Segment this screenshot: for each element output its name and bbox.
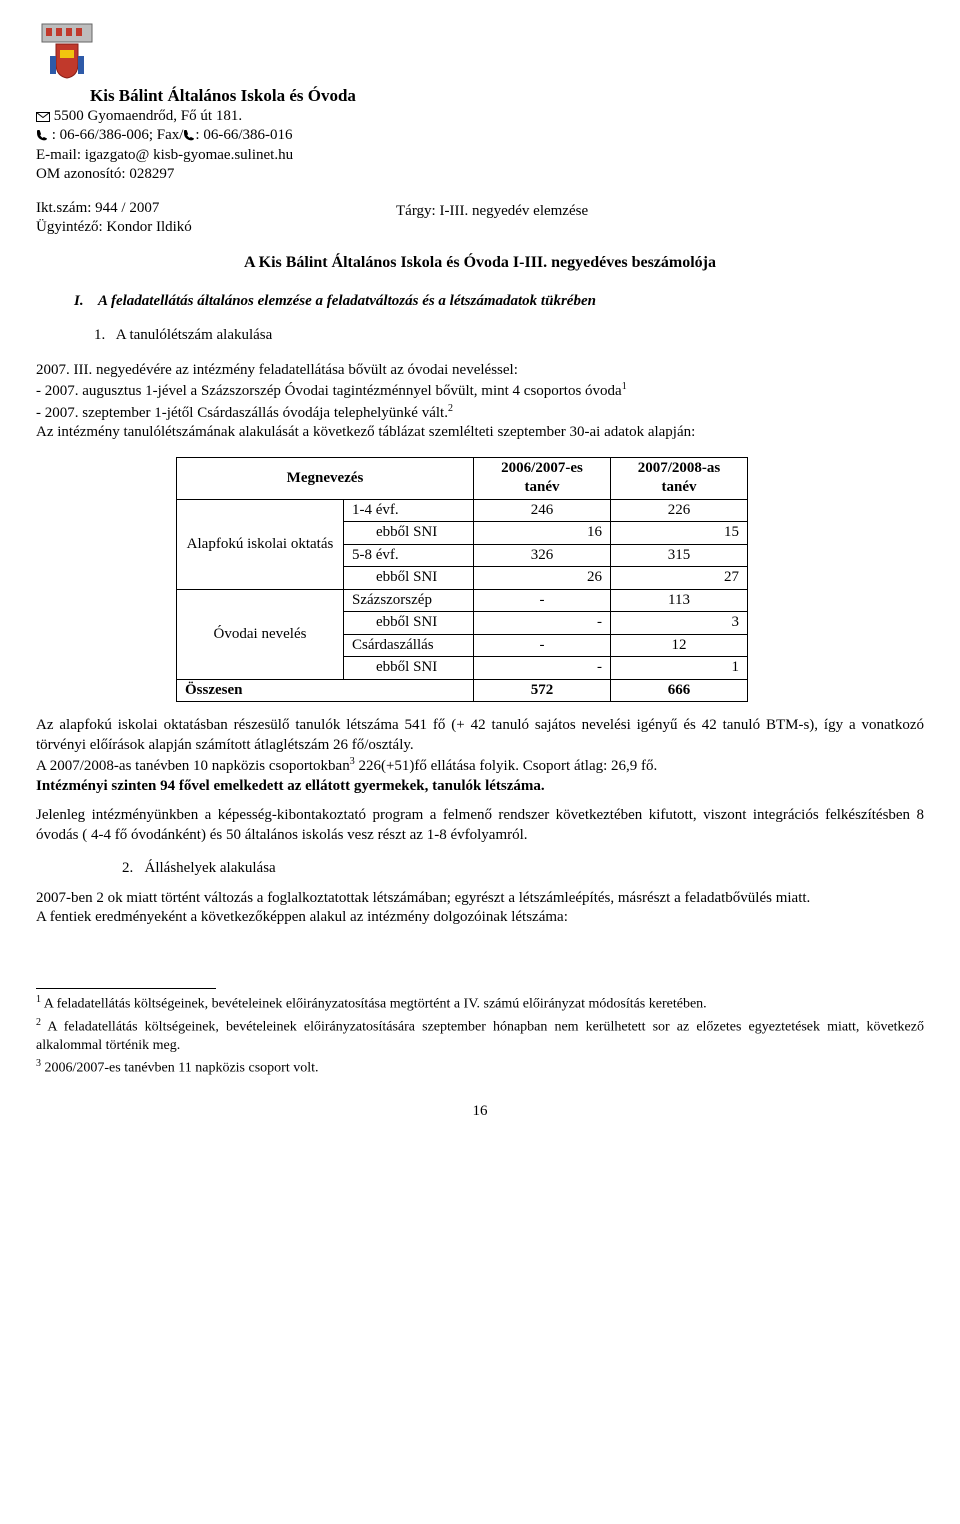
om-line: OM azonosító: 028297 bbox=[36, 165, 924, 185]
row-label: ebből SNI bbox=[344, 657, 474, 680]
subject-line: Tárgy: I-III. negyedév elemzése bbox=[396, 202, 924, 222]
cell: - bbox=[474, 634, 611, 657]
footnote-ref-1: 1 bbox=[622, 381, 627, 392]
table-total-row: Összesen 572 666 bbox=[177, 679, 748, 702]
section-I-text: A feladatellátás általános elemzése a fe… bbox=[98, 293, 596, 309]
footnote-1-text: A feladatellátás költségeinek, bevételei… bbox=[41, 997, 707, 1012]
row-label: ebből SNI bbox=[344, 567, 474, 590]
cell: 27 bbox=[611, 567, 748, 590]
section-1: 1. A tanulólétszám alakulása bbox=[94, 326, 924, 346]
footnotes-block: 1 A feladatellátás költségeinek, bevétel… bbox=[36, 993, 924, 1078]
table-header-row: Megnevezés 2006/2007-es tanév 2007/2008-… bbox=[177, 457, 748, 499]
school-logo bbox=[36, 20, 98, 82]
para1a: 2007. III. negyedévére az intézmény fela… bbox=[36, 362, 518, 378]
phone-icon bbox=[36, 129, 48, 141]
phone-line: : 06-66/386-006; Fax/ : 06-66/386-016 bbox=[36, 126, 924, 146]
page-number: 16 bbox=[36, 1102, 924, 1122]
row-label: 1-4 évf. bbox=[344, 499, 474, 522]
footnote-3: 3 2006/2007-es tanévben 11 napközis csop… bbox=[36, 1057, 924, 1078]
group-alapfoku: Alapfokú iskolai oktatás bbox=[177, 499, 344, 589]
group-ovodai: Óvodai nevelés bbox=[177, 589, 344, 679]
cell: 326 bbox=[474, 544, 611, 567]
cell: 26 bbox=[474, 567, 611, 590]
col-year2: 2007/2008-as tanév bbox=[611, 457, 748, 499]
section-1-text: A tanulólétszám alakulása bbox=[116, 327, 273, 343]
footnote-separator bbox=[36, 988, 216, 989]
para1c: - 2007. szeptember 1-jétől Csárdaszállás… bbox=[36, 405, 448, 421]
cell: 16 bbox=[474, 522, 611, 545]
table-row: Alapfokú iskolai oktatás 1-4 évf. 246 22… bbox=[177, 499, 748, 522]
para4: 2007-ben 2 ok miatt történt változás a f… bbox=[36, 889, 924, 909]
section-1-label: 1. bbox=[94, 327, 105, 343]
cell: - bbox=[474, 589, 611, 612]
cell: 226 bbox=[611, 499, 748, 522]
contact-block: 5500 Gyomaendrőd, Fő út 181. : 06-66/386… bbox=[36, 107, 924, 185]
section-I: I. A feladatellátás általános elemzése a… bbox=[74, 292, 924, 312]
cell: - bbox=[474, 612, 611, 635]
footnote-3-text: 2006/2007-es tanévben 11 napközis csopor… bbox=[41, 1060, 318, 1075]
footnote-2-text: A feladatellátás költségeinek, bevételei… bbox=[36, 1019, 924, 1052]
cell: 1 bbox=[611, 657, 748, 680]
row-label: 5-8 évf. bbox=[344, 544, 474, 567]
school-name: Kis Bálint Általános Iskola és Óvoda bbox=[90, 85, 924, 107]
col-year1: 2006/2007-es tanév bbox=[474, 457, 611, 499]
cell: 3 bbox=[611, 612, 748, 635]
para3: Jelenleg intézményünkben a képesség-kibo… bbox=[36, 806, 924, 845]
para2b-a: A 2007/2008-as tanévben 10 napközis csop… bbox=[36, 758, 350, 774]
para-enroll: 2007. III. negyedévére az intézmény fela… bbox=[36, 361, 924, 443]
footnote-2: 2 A feladatellátás költségeinek, bevétel… bbox=[36, 1016, 924, 1055]
cell: 113 bbox=[611, 589, 748, 612]
row-label: Százszorszép bbox=[344, 589, 474, 612]
para2a: Az alapfokú iskolai oktatásban részesülő… bbox=[36, 717, 924, 753]
address-text: 5500 Gyomaendrőd, Fő út 181. bbox=[50, 108, 242, 124]
para2b-b: 226(+51)fő ellátása folyik. Csoport átla… bbox=[355, 758, 658, 774]
cell: - bbox=[474, 657, 611, 680]
table-row: Óvodai nevelés Százszorszép - 113 bbox=[177, 589, 748, 612]
section-I-label: I. bbox=[74, 293, 84, 309]
section-2: 2. Álláshelyek alakulása bbox=[122, 859, 924, 879]
enrollment-table: Megnevezés 2006/2007-es tanév 2007/2008-… bbox=[176, 457, 748, 703]
cell: 12 bbox=[611, 634, 748, 657]
para5: A fentiek eredményeként a következőképpe… bbox=[36, 908, 924, 928]
row-label: ebből SNI bbox=[344, 522, 474, 545]
email-line: E-mail: igazgato@ kisb-gyomae.sulinet.hu bbox=[36, 146, 924, 166]
phone-text-b: : 06-66/386-016 bbox=[195, 127, 292, 143]
cell: 246 bbox=[474, 499, 611, 522]
col-megnevezes: Megnevezés bbox=[177, 457, 474, 499]
doc-title: A Kis Bálint Általános Iskola és Óvoda I… bbox=[36, 253, 924, 274]
row-label: Csárdaszállás bbox=[344, 634, 474, 657]
section-2-label: 2. bbox=[122, 860, 133, 876]
phone-text-a: : 06-66/386-006; Fax/ bbox=[48, 127, 183, 143]
cell: 572 bbox=[474, 679, 611, 702]
envelope-icon bbox=[36, 112, 50, 122]
para2c: Intézményi szinten 94 fővel emelkedett a… bbox=[36, 778, 545, 794]
cell: 666 bbox=[611, 679, 748, 702]
para1b: - 2007. augusztus 1-jével a Százszorszép… bbox=[36, 383, 622, 399]
para2: Az alapfokú iskolai oktatásban részesülő… bbox=[36, 716, 924, 796]
footnote-1: 1 A feladatellátás költségeinek, bevétel… bbox=[36, 993, 924, 1014]
address-line: 5500 Gyomaendrőd, Fő út 181. bbox=[36, 107, 924, 127]
total-label: Összesen bbox=[177, 679, 474, 702]
para1d: Az intézmény tanulólétszámának alakulásá… bbox=[36, 424, 695, 440]
row-label: ebből SNI bbox=[344, 612, 474, 635]
cell: 315 bbox=[611, 544, 748, 567]
section-2-text: Álláshelyek alakulása bbox=[145, 860, 276, 876]
phone-icon bbox=[183, 129, 195, 141]
cell: 15 bbox=[611, 522, 748, 545]
footnote-ref-2: 2 bbox=[448, 403, 453, 414]
